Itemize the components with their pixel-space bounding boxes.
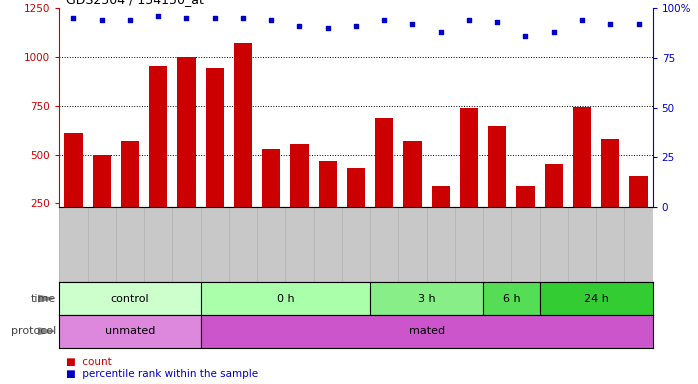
Point — [407, 21, 418, 27]
Bar — [540, 282, 653, 315]
Point — [491, 18, 503, 25]
Point — [68, 15, 79, 21]
Point — [520, 33, 531, 39]
Polygon shape — [38, 328, 54, 334]
Bar — [573, 106, 591, 252]
Bar — [200, 282, 370, 315]
Text: protocol: protocol — [10, 326, 56, 336]
Bar — [234, 43, 252, 252]
Text: mated: mated — [408, 326, 445, 336]
Text: 6 h: 6 h — [503, 293, 520, 304]
Text: 0 h: 0 h — [276, 293, 294, 304]
Bar — [64, 133, 82, 252]
Bar — [630, 176, 648, 252]
Text: 3 h: 3 h — [418, 293, 436, 304]
Point — [463, 17, 475, 23]
Bar — [403, 141, 422, 252]
Bar — [205, 68, 224, 252]
Bar — [544, 164, 563, 252]
Text: ■  percentile rank within the sample: ■ percentile rank within the sample — [66, 369, 258, 379]
Point — [209, 15, 221, 21]
Point — [294, 23, 305, 29]
Text: time: time — [31, 293, 56, 304]
Bar — [375, 118, 394, 252]
Point — [266, 17, 277, 23]
Text: GDS2504 / 154150_at: GDS2504 / 154150_at — [66, 0, 205, 6]
Bar — [517, 186, 535, 252]
Bar — [601, 139, 619, 252]
Bar — [460, 108, 478, 252]
Bar — [59, 282, 200, 315]
Point — [350, 23, 362, 29]
Bar — [93, 154, 111, 252]
Text: control: control — [111, 293, 149, 304]
Bar — [488, 126, 507, 252]
Bar — [121, 141, 139, 252]
Point — [604, 21, 616, 27]
Text: 24 h: 24 h — [584, 293, 609, 304]
Point — [124, 17, 135, 23]
Point — [96, 17, 107, 23]
Bar — [59, 315, 200, 348]
Bar — [200, 315, 653, 348]
Point — [633, 21, 644, 27]
Bar — [431, 186, 450, 252]
Text: unmated: unmated — [105, 326, 155, 336]
Bar — [318, 161, 337, 252]
Point — [237, 15, 248, 21]
Point — [548, 28, 559, 35]
Text: ■  count: ■ count — [66, 357, 112, 367]
Point — [153, 13, 164, 19]
Bar — [149, 66, 168, 252]
Point — [181, 15, 192, 21]
Bar — [290, 144, 309, 252]
Point — [435, 28, 446, 35]
Bar — [262, 149, 281, 252]
Bar — [483, 282, 540, 315]
Bar — [347, 168, 365, 252]
Bar — [370, 282, 483, 315]
Bar — [177, 56, 195, 252]
Point — [577, 17, 588, 23]
Point — [322, 25, 334, 31]
Point — [378, 17, 389, 23]
Polygon shape — [38, 295, 54, 302]
